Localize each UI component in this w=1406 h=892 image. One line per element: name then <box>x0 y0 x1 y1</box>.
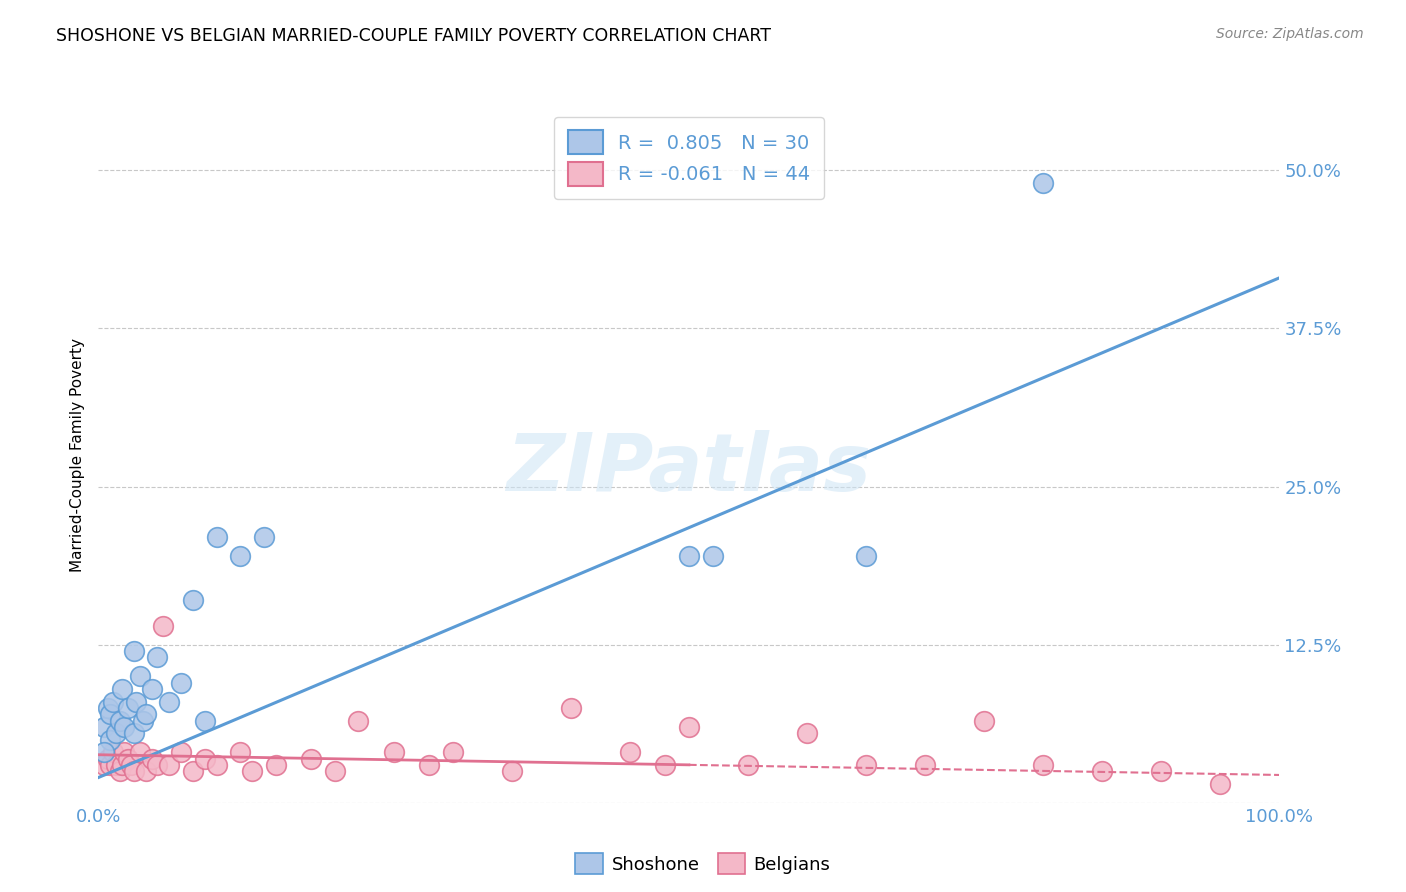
Point <box>323 764 346 779</box>
Point <box>240 764 263 779</box>
Point <box>418 757 440 772</box>
Point <box>111 757 134 772</box>
Point <box>560 701 582 715</box>
Point <box>299 751 322 765</box>
Point <box>97 701 120 715</box>
Point <box>122 726 145 740</box>
Point <box>135 764 157 779</box>
Point <box>97 751 120 765</box>
Point <box>347 714 370 728</box>
Point <box>678 720 700 734</box>
Point <box>157 757 180 772</box>
Point <box>737 757 759 772</box>
Point <box>973 714 995 728</box>
Point <box>1091 764 1114 779</box>
Point <box>501 764 523 779</box>
Point <box>382 745 405 759</box>
Point <box>101 695 124 709</box>
Point <box>205 757 228 772</box>
Point <box>194 714 217 728</box>
Point <box>702 549 724 563</box>
Text: ZIPatlas: ZIPatlas <box>506 430 872 508</box>
Point <box>264 757 287 772</box>
Point <box>441 745 464 759</box>
Point <box>152 618 174 632</box>
Point <box>93 757 115 772</box>
Point <box>93 745 115 759</box>
Point <box>122 644 145 658</box>
Point <box>98 707 121 722</box>
Point <box>678 549 700 563</box>
Point <box>135 707 157 722</box>
Point <box>855 757 877 772</box>
Text: SHOSHONE VS BELGIAN MARRIED-COUPLE FAMILY POVERTY CORRELATION CHART: SHOSHONE VS BELGIAN MARRIED-COUPLE FAMIL… <box>56 27 772 45</box>
Point <box>128 745 150 759</box>
Point <box>93 720 115 734</box>
Point <box>132 714 155 728</box>
Legend: Shoshone, Belgians: Shoshone, Belgians <box>568 847 838 881</box>
Point <box>1150 764 1173 779</box>
Point <box>108 714 131 728</box>
Point <box>141 681 163 696</box>
Point <box>128 669 150 683</box>
Point <box>1032 176 1054 190</box>
Point <box>170 675 193 690</box>
Point <box>229 745 252 759</box>
Point <box>121 757 143 772</box>
Point <box>122 764 145 779</box>
Point <box>98 757 121 772</box>
Point <box>619 745 641 759</box>
Point <box>117 751 139 765</box>
Point <box>112 745 135 759</box>
Point <box>105 726 128 740</box>
Point <box>146 650 169 665</box>
Point <box>855 549 877 563</box>
Point <box>654 757 676 772</box>
Point <box>125 695 148 709</box>
Point <box>146 757 169 772</box>
Point <box>157 695 180 709</box>
Point <box>796 726 818 740</box>
Point <box>194 751 217 765</box>
Point <box>101 745 124 759</box>
Point <box>141 751 163 765</box>
Point <box>111 681 134 696</box>
Point <box>914 757 936 772</box>
Point <box>170 745 193 759</box>
Point <box>253 530 276 544</box>
Point <box>98 732 121 747</box>
Point <box>1209 777 1232 791</box>
Point <box>181 593 204 607</box>
Point <box>205 530 228 544</box>
Point <box>117 701 139 715</box>
Point <box>108 764 131 779</box>
Point <box>229 549 252 563</box>
Point <box>181 764 204 779</box>
Legend: R =  0.805   N = 30, R = -0.061   N = 44: R = 0.805 N = 30, R = -0.061 N = 44 <box>554 117 824 199</box>
Point <box>112 720 135 734</box>
Point <box>105 757 128 772</box>
Y-axis label: Married-Couple Family Poverty: Married-Couple Family Poverty <box>69 338 84 572</box>
Text: Source: ZipAtlas.com: Source: ZipAtlas.com <box>1216 27 1364 41</box>
Point <box>1032 757 1054 772</box>
